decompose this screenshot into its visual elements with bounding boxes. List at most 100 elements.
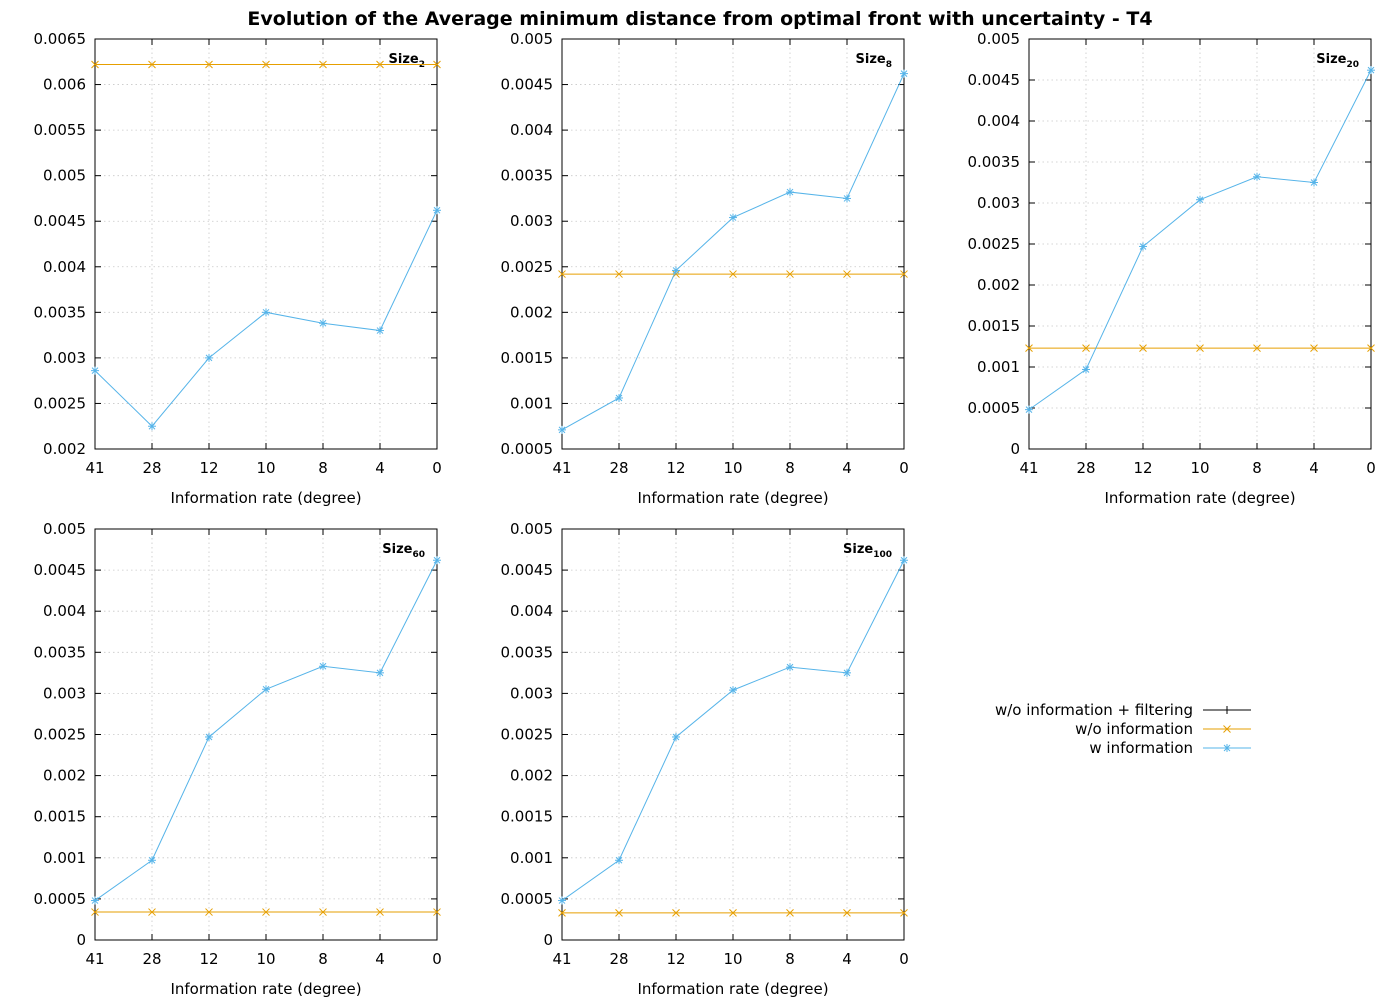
data-point <box>433 60 441 69</box>
y-tick-label: 0.004 <box>510 602 553 620</box>
data-point <box>900 909 908 917</box>
y-tick-label: 0.001 <box>510 394 553 412</box>
data-point <box>729 686 737 695</box>
y-tick-label: 0.001 <box>510 849 553 867</box>
y-tick-label: 0.002 <box>510 767 553 785</box>
legend-marker <box>1223 706 1231 714</box>
series-w-o-information <box>91 908 441 916</box>
y-tick-label: 0.0025 <box>34 394 87 412</box>
x-tick-label: 12 <box>199 950 218 968</box>
legend-entry: w/o information <box>1075 720 1251 738</box>
data-point <box>1310 344 1318 352</box>
data-point <box>91 366 99 375</box>
data-point <box>148 422 156 431</box>
data-point <box>729 270 737 278</box>
y-tick-label: 0 <box>543 931 553 949</box>
legend-marker <box>1223 744 1231 752</box>
data-point <box>786 270 794 278</box>
data-point <box>376 326 384 335</box>
data-point <box>672 909 680 917</box>
subplot-size-label: Size60 <box>382 542 425 560</box>
data-point <box>1139 344 1147 352</box>
subplot-size-60: 0 0.0005 0.001 0.0015 0.002 0.0025 0.003 0.0035… <box>34 520 442 998</box>
plot-frame <box>94 38 438 450</box>
size-label-base: Size <box>856 52 886 67</box>
size-label-base: Size <box>382 542 412 557</box>
x-tick-label: 8 <box>785 950 795 968</box>
series-w-information <box>558 69 908 434</box>
x-tick-label: 4 <box>842 950 852 968</box>
x-tick-label: 12 <box>199 459 218 477</box>
data-point <box>319 319 327 328</box>
size-label-subscript: 8 <box>886 60 892 70</box>
data-point <box>615 393 623 402</box>
data-point <box>1253 172 1261 181</box>
data-point <box>615 856 623 865</box>
legend-label: w/o information + filtering <box>995 701 1193 719</box>
y-tick-label: 0.0015 <box>501 349 554 367</box>
y-tick-label: 0.0005 <box>501 440 554 458</box>
data-point <box>1196 195 1204 204</box>
data-point <box>558 425 566 434</box>
y-tick-label: 0.0025 <box>34 726 87 744</box>
y-tick-label: 0.0035 <box>968 153 1021 171</box>
size-label-base: Size <box>1316 52 1346 67</box>
y-tick-label: 0.0015 <box>968 317 1021 335</box>
y-tick-label: 0.002 <box>977 276 1020 294</box>
x-tick-label: 0 <box>432 950 442 968</box>
x-tick-label: 41 <box>85 950 104 968</box>
data-point <box>843 909 851 917</box>
data-point <box>786 909 794 917</box>
x-axis-label: Information rate (degree) <box>637 489 828 507</box>
x-tick-label: 28 <box>1076 459 1095 477</box>
y-tick-label: 0.0005 <box>34 890 87 908</box>
data-point <box>1253 344 1261 352</box>
subplot-size-label: Size20 <box>1316 52 1359 70</box>
y-tick-label: 0.0035 <box>501 167 554 185</box>
y-tick-label: 0.002 <box>43 440 86 458</box>
y-tick-label: 0.003 <box>977 194 1020 212</box>
data-point <box>205 60 213 69</box>
x-tick-label: 28 <box>142 950 161 968</box>
y-tick-label: 0.0035 <box>501 643 554 661</box>
data-point <box>558 896 566 905</box>
data-point <box>148 60 156 69</box>
data-point <box>319 908 327 916</box>
x-tick-label: 28 <box>609 459 628 477</box>
legend-label: w/o information <box>1075 720 1193 738</box>
data-point <box>1367 344 1375 352</box>
data-point <box>1367 66 1375 75</box>
data-point <box>729 909 737 917</box>
x-tick-label: 0 <box>899 950 909 968</box>
data-point <box>1025 344 1033 352</box>
y-tick-label: 0.0005 <box>501 890 554 908</box>
size-label-subscript: 60 <box>412 550 425 560</box>
series-w-o-information <box>558 270 908 278</box>
x-tick-label: 41 <box>552 950 571 968</box>
y-tick-label: 0.0045 <box>501 561 554 579</box>
x-tick-label: 4 <box>1309 459 1319 477</box>
y-tick-label: 0.003 <box>43 684 86 702</box>
x-tick-label: 12 <box>666 459 685 477</box>
y-tick-label: 0.005 <box>977 30 1020 48</box>
data-point <box>1310 178 1318 187</box>
data-point <box>319 60 327 69</box>
x-tick-label: 12 <box>666 950 685 968</box>
x-tick-label: 0 <box>1366 459 1376 477</box>
x-tick-label: 41 <box>85 459 104 477</box>
data-point <box>205 732 213 741</box>
data-point <box>433 908 441 916</box>
y-tick-label: 0.005 <box>510 520 553 538</box>
legend-label: w information <box>1089 739 1193 757</box>
x-axis-label: Information rate (degree) <box>170 980 361 998</box>
y-tick-label: 0.0045 <box>34 212 87 230</box>
y-tick-label: 0.0045 <box>968 71 1021 89</box>
data-point <box>615 909 623 917</box>
y-tick-label: 0.003 <box>43 349 86 367</box>
y-tick-label: 0.005 <box>43 520 86 538</box>
data-point <box>786 663 794 672</box>
data-point <box>1082 365 1090 374</box>
data-point <box>205 353 213 362</box>
data-point <box>1196 344 1204 352</box>
